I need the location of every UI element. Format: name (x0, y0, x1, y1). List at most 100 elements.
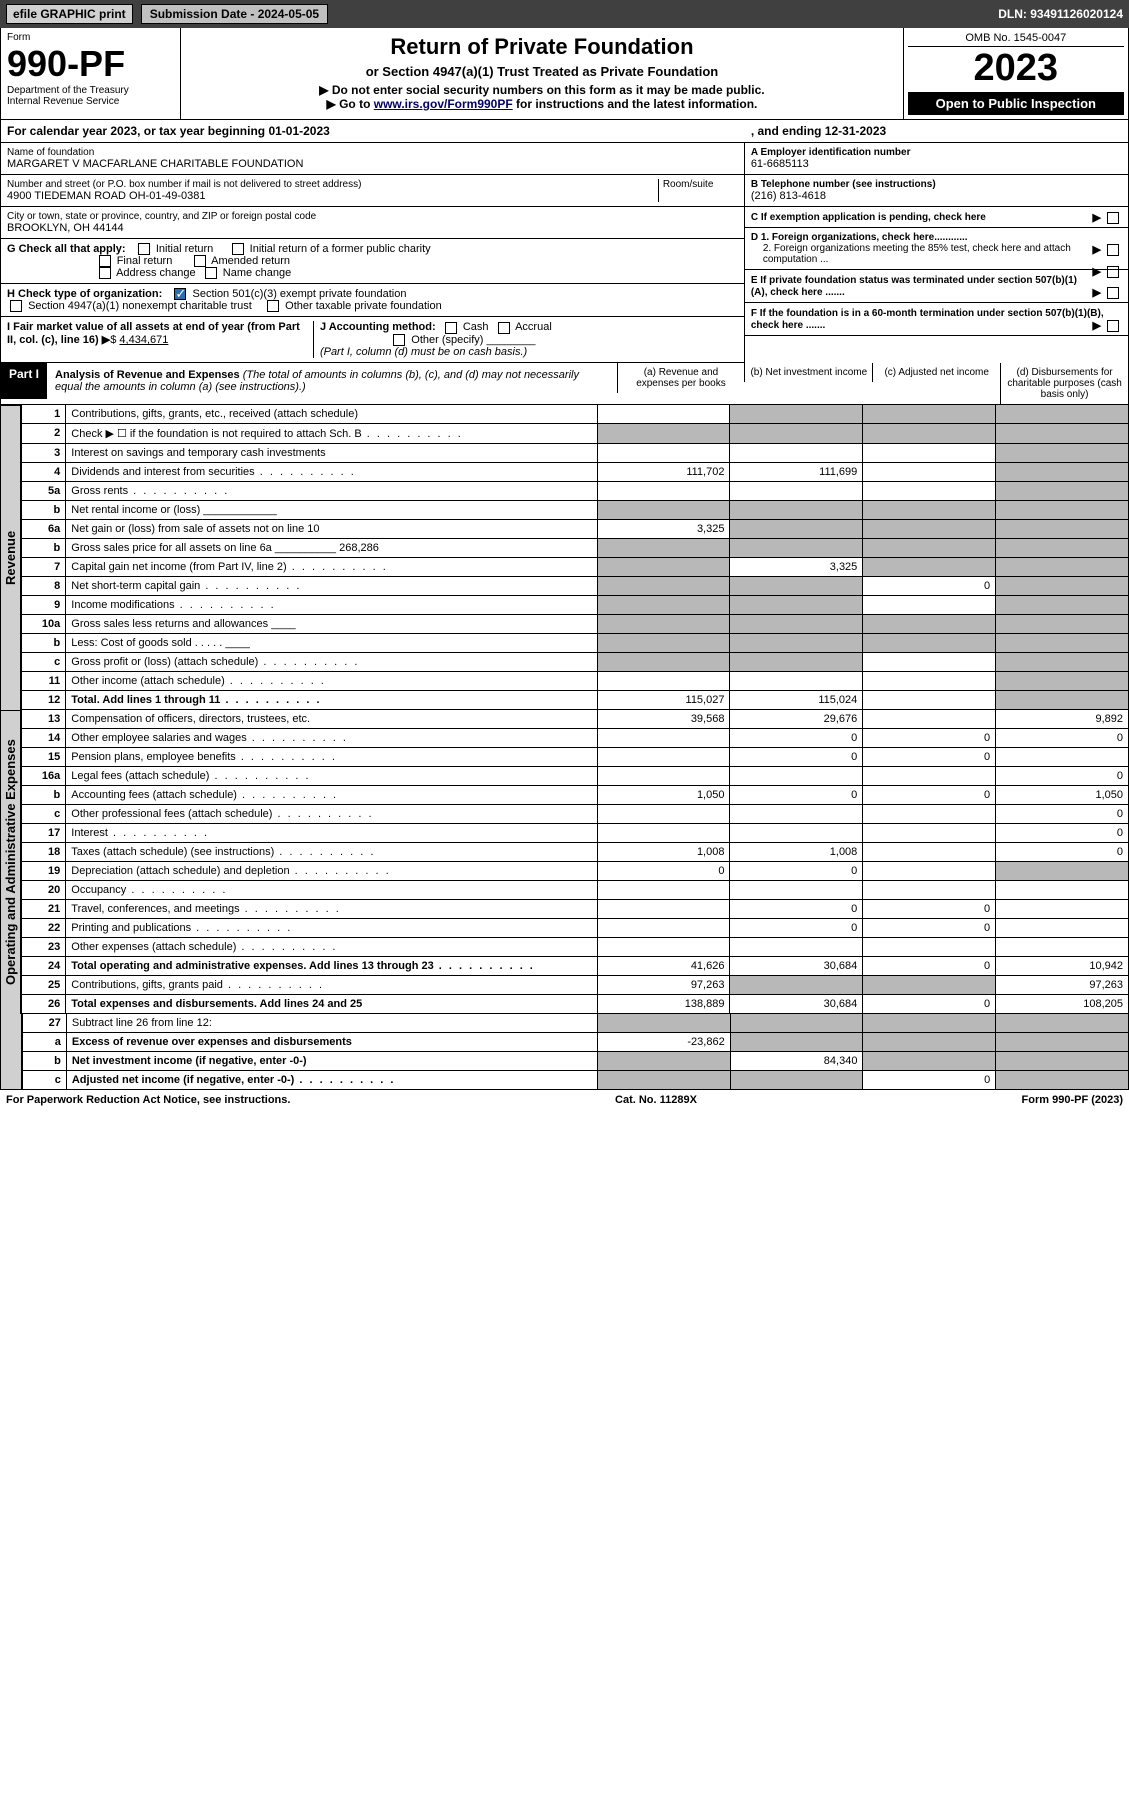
cell-grey (996, 1014, 1129, 1033)
cell-grey (863, 405, 996, 424)
other-method-checkbox[interactable] (393, 334, 405, 346)
cell-grey (996, 423, 1129, 443)
cell-value: 0 (730, 747, 863, 766)
cell-value: 0 (597, 861, 730, 880)
cell-value: 111,699 (730, 462, 863, 481)
cell-value (996, 937, 1129, 956)
f-checkbox[interactable] (1107, 320, 1119, 332)
form-title: Return of Private Foundation (187, 34, 896, 60)
cell-grey (730, 975, 863, 994)
d1-checkbox[interactable] (1107, 244, 1119, 256)
table-row: 20 Occupancy (22, 880, 1129, 899)
accrual-checkbox[interactable] (498, 322, 510, 334)
cell-value (730, 937, 863, 956)
name-change-checkbox[interactable] (205, 267, 217, 279)
fmv-value: 4,434,671 (119, 334, 168, 346)
cell-grey (597, 652, 730, 671)
cell-grey (730, 652, 863, 671)
row-num: c (22, 1070, 66, 1089)
dln: DLN: 93491126020124 (998, 7, 1123, 21)
irs: Internal Revenue Service (7, 96, 174, 107)
row-num: 22 (22, 918, 66, 937)
f-label: F If the foundation is in a 60-month ter… (751, 308, 1104, 331)
d2-checkbox[interactable] (1107, 266, 1119, 278)
cell-value: 0 (863, 994, 996, 1013)
4947a1-checkbox[interactable] (10, 300, 22, 312)
row-label: Interest on savings and temporary cash i… (66, 443, 597, 462)
initial-public-checkbox[interactable] (232, 243, 244, 255)
cell-value (863, 443, 996, 462)
table-row: 10a Gross sales less returns and allowan… (22, 614, 1129, 633)
table-row: 16a Legal fees (attach schedule) 0 (22, 766, 1129, 785)
table-row: 23 Other expenses (attach schedule) (22, 937, 1129, 956)
cell-value (863, 937, 996, 956)
final-return-checkbox[interactable] (99, 255, 111, 267)
cell-grey (863, 500, 996, 519)
cell-value: 84,340 (730, 1051, 863, 1070)
cell-value: 0 (730, 785, 863, 804)
row-num: 1 (22, 405, 66, 424)
cell-value (863, 462, 996, 481)
cell-value (863, 671, 996, 690)
cell-grey (863, 557, 996, 576)
table-row: 5a Gross rents (22, 481, 1129, 500)
row-label: Excess of revenue over expenses and disb… (66, 1032, 597, 1051)
efile-button[interactable]: efile GRAPHIC print (6, 4, 133, 24)
row-num: b (22, 500, 66, 519)
cell-value (863, 861, 996, 880)
instructions-link[interactable]: www.irs.gov/Form990PF (374, 97, 513, 111)
row-num: 14 (22, 728, 66, 747)
cell-grey (996, 500, 1129, 519)
j-note: (Part I, column (d) must be on cash basi… (320, 346, 527, 358)
table-row: 3 Interest on savings and temporary cash… (22, 443, 1129, 462)
col-b-header: (b) Net investment income (744, 363, 872, 382)
row-num: a (22, 1032, 66, 1051)
cell-grey (996, 671, 1129, 690)
table-row: 22 Printing and publications 00 (22, 918, 1129, 937)
cell-value: 0 (996, 823, 1129, 842)
cell-value (863, 823, 996, 842)
cell-value (730, 443, 863, 462)
row-label: Adjusted net income (if negative, enter … (66, 1070, 597, 1089)
cell-value: -23,862 (597, 1032, 730, 1051)
amended-return-checkbox[interactable] (194, 255, 206, 267)
501c3-checkbox[interactable] (174, 288, 186, 300)
c-checkbox[interactable] (1107, 212, 1119, 224)
form-subtitle: or Section 4947(a)(1) Trust Treated as P… (187, 64, 896, 79)
cell-value: 0 (863, 728, 996, 747)
cell-grey (863, 519, 996, 538)
row-num: b (22, 633, 66, 652)
table-row: 24 Total operating and administrative ex… (22, 956, 1129, 975)
cell-grey (730, 519, 863, 538)
row-num: 2 (22, 423, 66, 443)
row-label: Contributions, gifts, grants paid (66, 975, 597, 994)
cell-grey (996, 576, 1129, 595)
row-num: 25 (22, 975, 66, 994)
footer-left: For Paperwork Reduction Act Notice, see … (6, 1094, 290, 1106)
e-checkbox[interactable] (1107, 287, 1119, 299)
part1-label: Part I (1, 363, 47, 399)
cell-value: 0 (863, 956, 996, 975)
cell-value (730, 481, 863, 500)
row-label: Contributions, gifts, grants, etc., rece… (66, 405, 597, 424)
table-row: c Other professional fees (attach schedu… (22, 804, 1129, 823)
cell-value: 30,684 (730, 956, 863, 975)
cash-checkbox[interactable] (445, 322, 457, 334)
cell-value (597, 405, 730, 424)
footer-right: Form 990-PF (2023) (1022, 1094, 1123, 1106)
initial-return-checkbox[interactable] (138, 243, 150, 255)
cell-grey (863, 423, 996, 443)
table-row: 17 Interest 0 (22, 823, 1129, 842)
cell-grey (597, 500, 730, 519)
row-label: Subtract line 26 from line 12: (66, 1014, 597, 1033)
table-row: 15 Pension plans, employee benefits 00 (22, 747, 1129, 766)
other-taxable-checkbox[interactable] (267, 300, 279, 312)
address-change-checkbox[interactable] (99, 267, 111, 279)
cell-grey (730, 633, 863, 652)
row-num: c (22, 804, 66, 823)
cell-value: 97,263 (597, 975, 730, 994)
cell-grey (730, 405, 863, 424)
cell-grey (996, 652, 1129, 671)
table-row: 26 Total expenses and disbursements. Add… (22, 994, 1129, 1013)
cell-grey (996, 519, 1129, 538)
